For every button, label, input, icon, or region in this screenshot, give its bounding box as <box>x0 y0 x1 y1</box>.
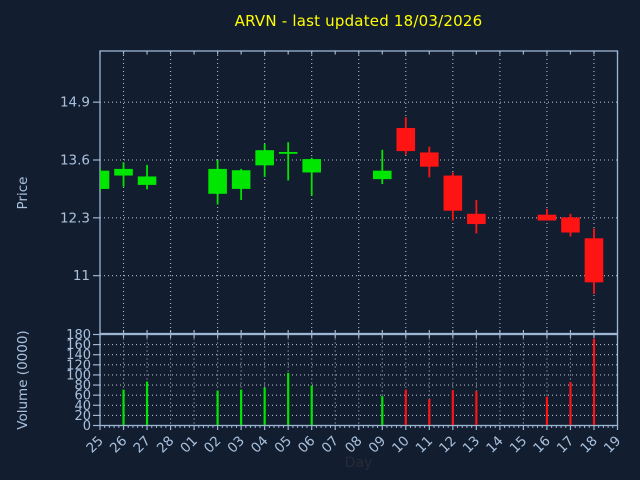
candle-day-09 <box>372 149 392 185</box>
x-tick-label: 16 <box>530 433 553 456</box>
price-panel-frame <box>99 50 619 335</box>
x-tick-label: 18 <box>577 433 600 456</box>
candle-day-04 <box>255 143 274 177</box>
candle-day-05 <box>278 142 298 181</box>
candle-body <box>255 150 274 166</box>
x-tick-label: 01 <box>177 433 200 456</box>
volume-tick-label: 0 <box>83 419 91 434</box>
candle-day-16 <box>537 208 557 221</box>
candle-day-10 <box>396 117 416 155</box>
candle-day-03 <box>231 168 251 201</box>
x-tick-label: 03 <box>224 433 247 456</box>
candle-day-17 <box>561 213 580 237</box>
candle-day-12 <box>443 172 463 221</box>
candle-day-06 <box>302 157 322 196</box>
candle-body <box>537 214 557 221</box>
candle-body <box>231 170 251 189</box>
volume-tick-label: 80 <box>74 379 91 394</box>
volume-tick-label: 180 <box>66 328 91 343</box>
volume-bars-layer <box>122 338 596 425</box>
candle-body <box>443 175 463 211</box>
candle-day-18 <box>584 228 604 294</box>
x-tick-label: 19 <box>601 433 624 456</box>
volume-tick-label: 40 <box>74 399 91 414</box>
volume-tick-label: 60 <box>74 389 91 404</box>
x-tick-label: 04 <box>248 433 271 456</box>
candle-body <box>420 152 439 167</box>
candle-day-27 <box>137 164 157 190</box>
x-tick-label: 10 <box>389 433 412 456</box>
x-tick-label: 28 <box>154 433 177 456</box>
x-tick-label: 05 <box>272 433 295 456</box>
x-tick-label: 07 <box>319 433 342 456</box>
candle-body <box>137 176 157 185</box>
candle-body <box>467 213 486 225</box>
candle-day-11 <box>420 146 439 178</box>
volume-tick-label: 160 <box>66 338 91 353</box>
candle-day-25 <box>100 168 110 192</box>
x-tick-label: 17 <box>554 433 577 456</box>
x-tick-label: 27 <box>130 433 153 456</box>
x-tick-label: 14 <box>483 433 506 456</box>
price-tick-label: 11 <box>73 268 90 284</box>
price-tick-label: 14.9 <box>60 95 90 111</box>
candle-body <box>302 159 322 173</box>
x-tick-label: 08 <box>342 433 365 456</box>
candle-body <box>278 151 298 154</box>
candle-day-02 <box>208 159 227 205</box>
candle-body <box>561 217 580 233</box>
candle-day-13 <box>467 200 486 234</box>
x-tick-label: 11 <box>413 433 436 456</box>
x-tick-label: 13 <box>460 433 483 456</box>
price-tick-label: 13.6 <box>60 152 90 168</box>
candle-body <box>372 170 392 180</box>
volume-tick-label: 20 <box>74 409 91 424</box>
candle-body <box>584 238 604 283</box>
x-tick-label: 12 <box>436 433 459 456</box>
chart-title: ARVN - last updated 18/03/2026 <box>234 12 483 30</box>
candle-day-26 <box>114 162 133 187</box>
candles-layer <box>100 117 604 294</box>
volume-tick-label: 100 <box>66 368 91 383</box>
x-tick-label: 26 <box>107 433 130 456</box>
x-tick-label: 15 <box>507 433 530 456</box>
volume-tick-label: 120 <box>66 358 91 373</box>
candle-body <box>396 127 416 152</box>
candle-body <box>114 168 133 176</box>
x-tick-label: 02 <box>201 433 224 456</box>
x-tick-label: 06 <box>295 433 318 456</box>
candle-body <box>208 168 227 194</box>
price-tick-label: 12.3 <box>60 210 90 226</box>
candle-body <box>100 170 110 189</box>
day-axis-label: Day <box>344 455 373 471</box>
volume-panel-frame <box>99 333 619 427</box>
volume-tick-label: 140 <box>66 348 91 363</box>
x-tick-label: 09 <box>366 433 389 456</box>
x-tick-label: 25 <box>83 433 106 456</box>
